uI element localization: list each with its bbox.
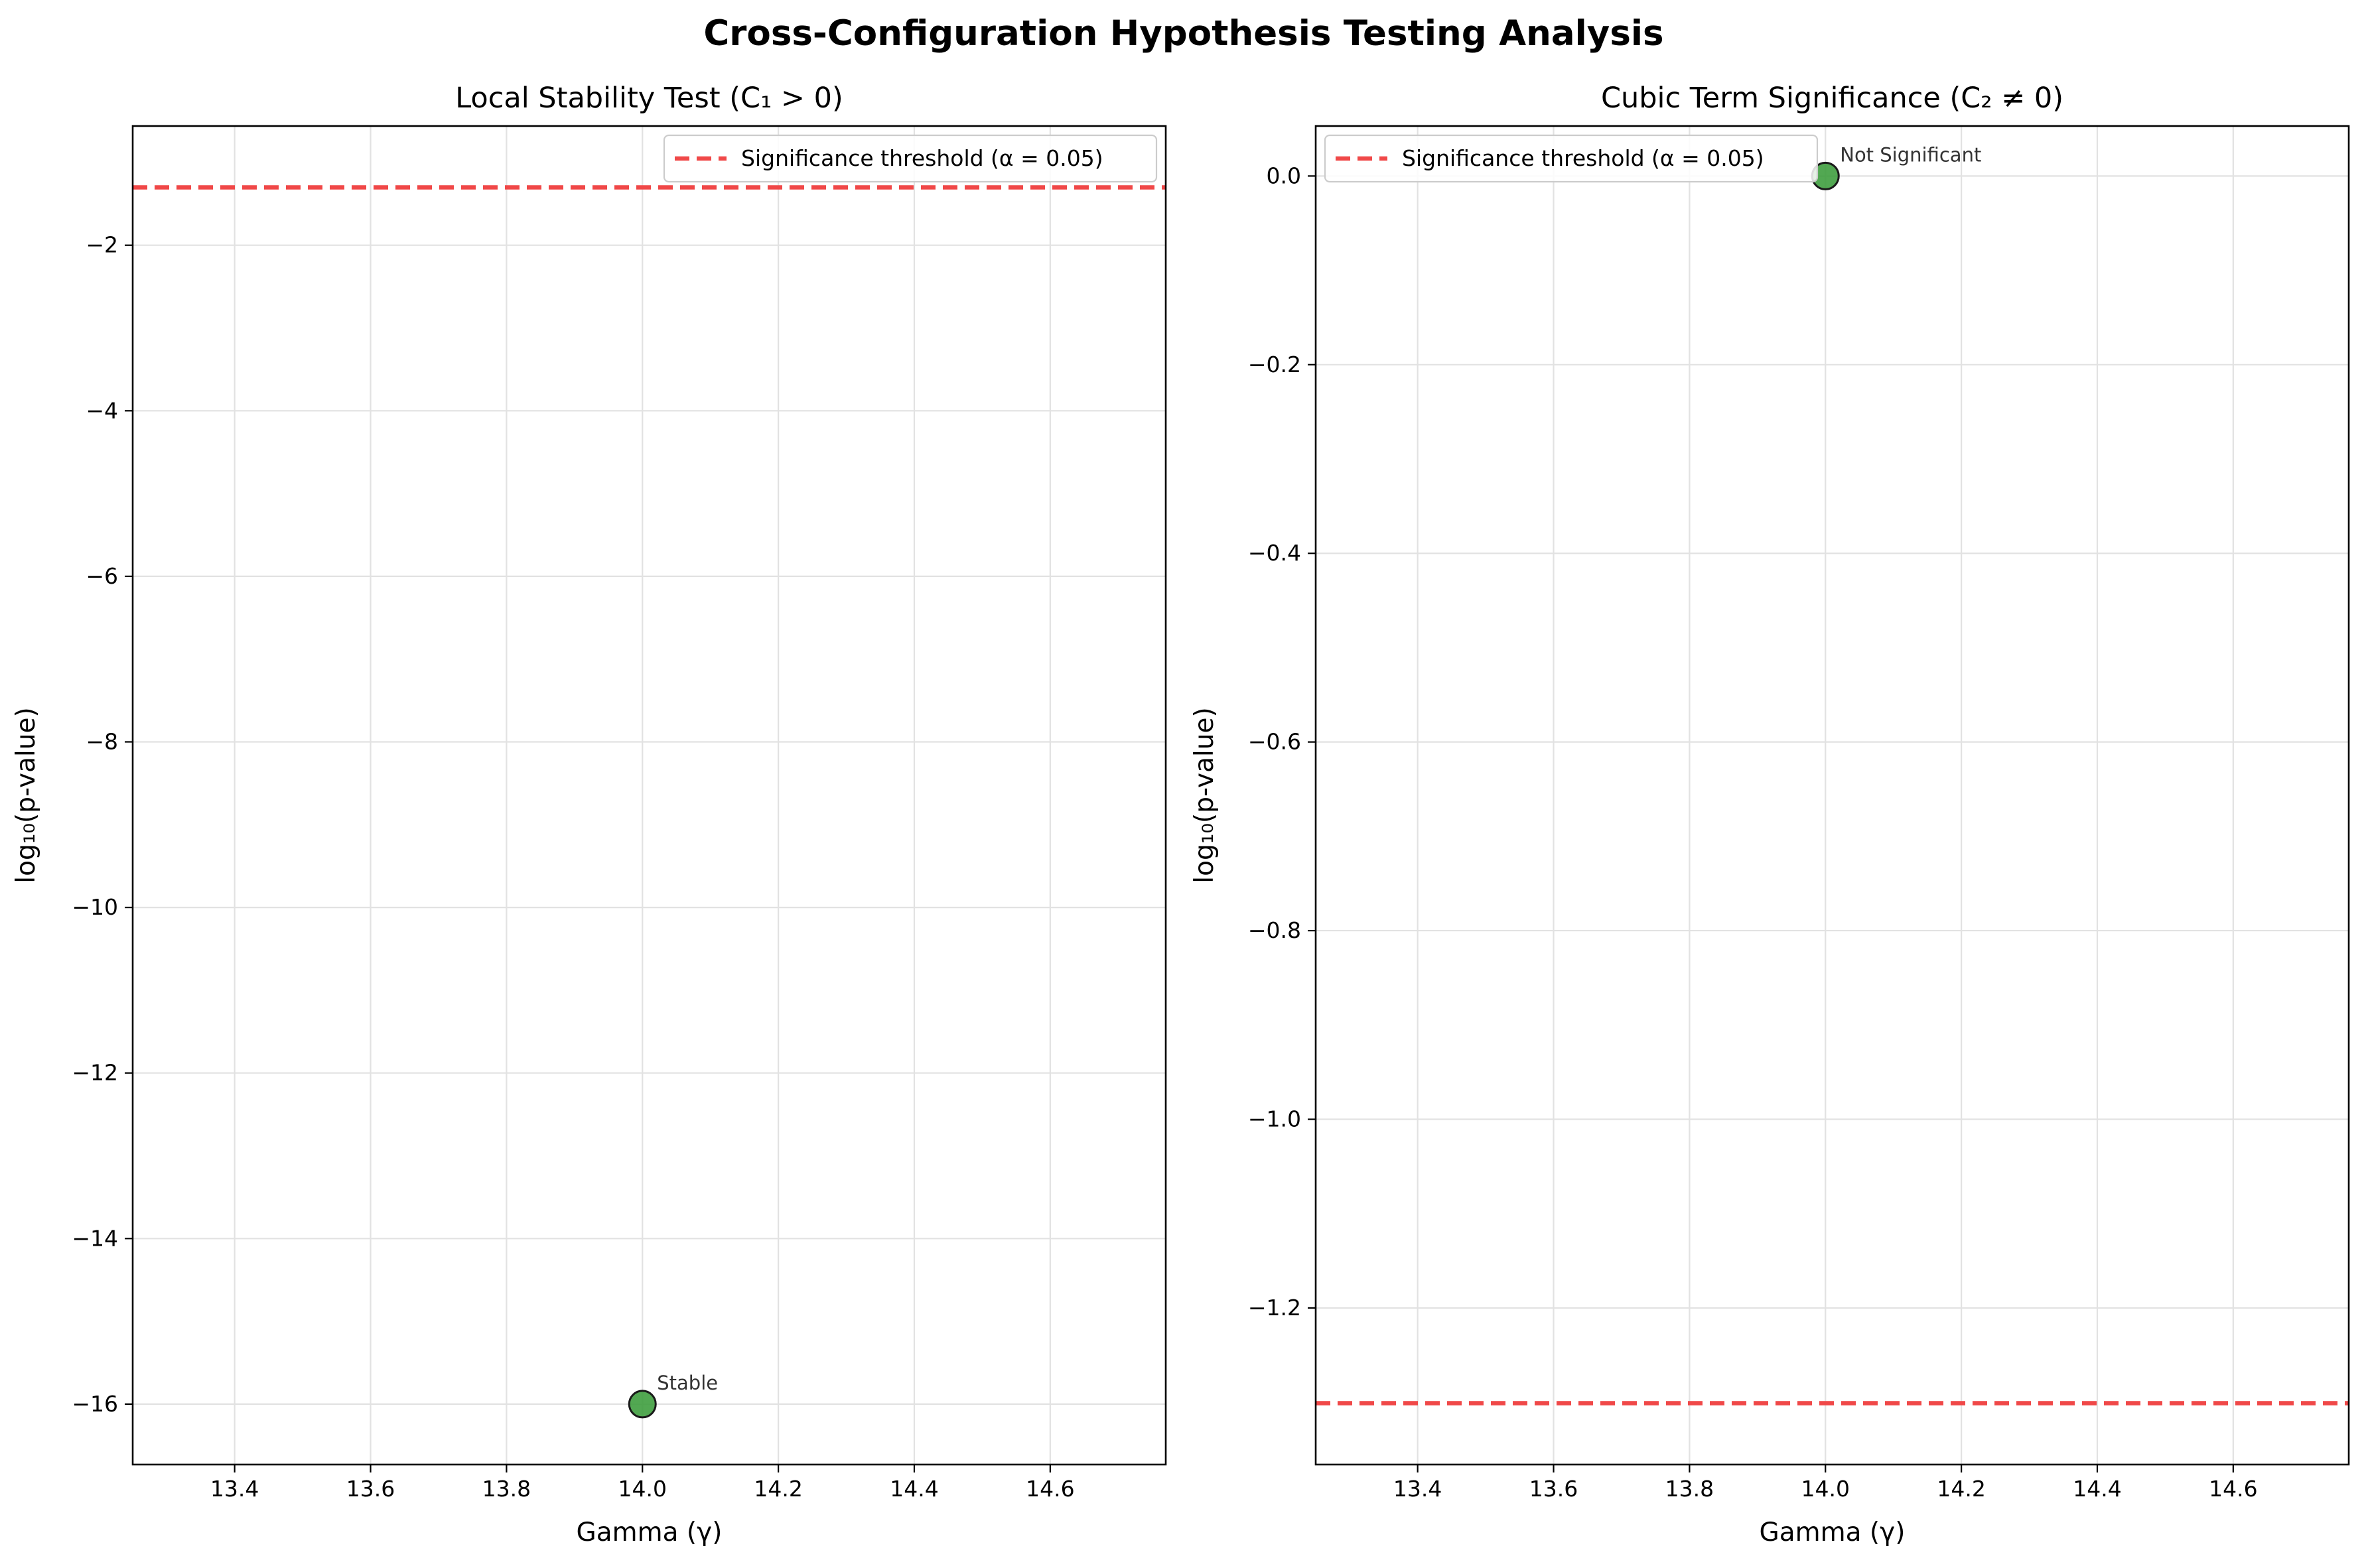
left-y-axis-label: log₁₀(p-value) [11, 707, 41, 883]
left-point-label-0: Stable [657, 1372, 718, 1394]
right-x-axis-label: Gamma (γ) [1760, 1518, 1906, 1547]
right-ytick-label-1: −0.2 [1248, 352, 1301, 377]
left-legend: Significance threshold (α = 0.05) [663, 134, 1158, 183]
right-xtick-label-0: 13.4 [1393, 1476, 1442, 1502]
left-ytick-label-0: −2 [86, 232, 118, 258]
right-ytick-label-6: −1.2 [1248, 1295, 1301, 1321]
right-xtick-label-3: 14.0 [1801, 1476, 1850, 1502]
right-axes-frame [1314, 125, 2350, 1466]
panels: Stable 13.4 13.6 13.8 14.0 14.2 14.4 14.6 −2 −4 −6… [11, 82, 2350, 1547]
right-xtick-label-1: 13.6 [1529, 1476, 1578, 1502]
right-ytick-label-5: −1.0 [1248, 1106, 1301, 1132]
left-xtick-label-4: 14.2 [754, 1476, 802, 1502]
right-point-label-0: Not Significant [1840, 143, 1981, 166]
left-ytick-label-7: −16 [72, 1391, 118, 1417]
right-legend: Significance threshold (α = 0.05) [1324, 134, 1819, 183]
left-ytick-label-6: −14 [72, 1225, 118, 1251]
left-xtick-label-0: 13.4 [210, 1476, 259, 1502]
right-ytick-label-0: 0.0 [1267, 163, 1301, 188]
right-ytick-label-2: −0.4 [1248, 540, 1301, 566]
left-panel: Stable 13.4 13.6 13.8 14.0 14.2 14.4 14.6 −2 −4 −6… [11, 82, 1167, 1547]
right-xtick-label-6: 14.6 [2209, 1476, 2257, 1502]
left-legend-label: Significance threshold (α = 0.05) [741, 145, 1103, 171]
left-ytick-label-4: −10 [72, 894, 118, 920]
right-chart-title: Cubic Term Significance (C₂ ≠ 0) [1601, 82, 2063, 115]
left-xtick-label-2: 13.8 [482, 1476, 531, 1502]
left-axes-frame [131, 125, 1167, 1466]
left-x-axis-label: Gamma (γ) [577, 1518, 723, 1547]
right-xtick-label-4: 14.2 [1937, 1476, 1985, 1502]
right-panel: Not Significant 13.4 13.6 13.8 14.0 14.2 14.4 1… [1190, 82, 2350, 1547]
left-xtick-label-3: 14.0 [618, 1476, 667, 1502]
right-ytick-label-3: −0.6 [1248, 729, 1301, 755]
left-ytick-label-5: −12 [72, 1060, 118, 1086]
right-xtick-label-5: 14.4 [2073, 1476, 2121, 1502]
left-ytick-label-3: −8 [86, 729, 118, 755]
right-legend-box [1324, 134, 1819, 183]
left-xtick-label-6: 14.6 [1026, 1476, 1074, 1502]
figure-title: Cross-Configuration Hypothesis Testing A… [703, 13, 1663, 54]
left-chart-title: Local Stability Test (C₁ > 0) [455, 82, 843, 115]
left-ytick-label-2: −6 [86, 563, 118, 589]
left-ytick-label-1: −4 [86, 397, 118, 423]
right-legend-label: Significance threshold (α = 0.05) [1402, 145, 1764, 171]
right-xtick-label-2: 13.8 [1665, 1476, 1714, 1502]
left-xtick-label-1: 13.6 [346, 1476, 395, 1502]
left-data-point-0[interactable] [628, 1390, 657, 1419]
right-ytick-label-4: −0.8 [1248, 917, 1301, 943]
left-xtick-label-5: 14.4 [890, 1476, 938, 1502]
right-y-axis-label: log₁₀(p-value) [1190, 707, 1219, 883]
left-legend-box [663, 134, 1158, 183]
